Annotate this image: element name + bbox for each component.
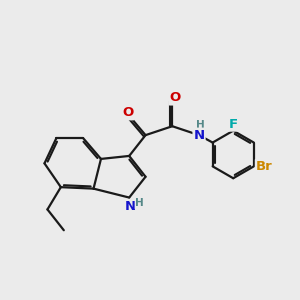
Text: H: H: [196, 120, 205, 130]
Text: H: H: [135, 199, 144, 208]
Text: N: N: [194, 129, 205, 142]
Text: O: O: [122, 106, 133, 119]
Text: N: N: [125, 200, 136, 213]
Text: O: O: [169, 92, 181, 104]
Text: F: F: [229, 118, 238, 130]
Text: Br: Br: [256, 160, 273, 173]
